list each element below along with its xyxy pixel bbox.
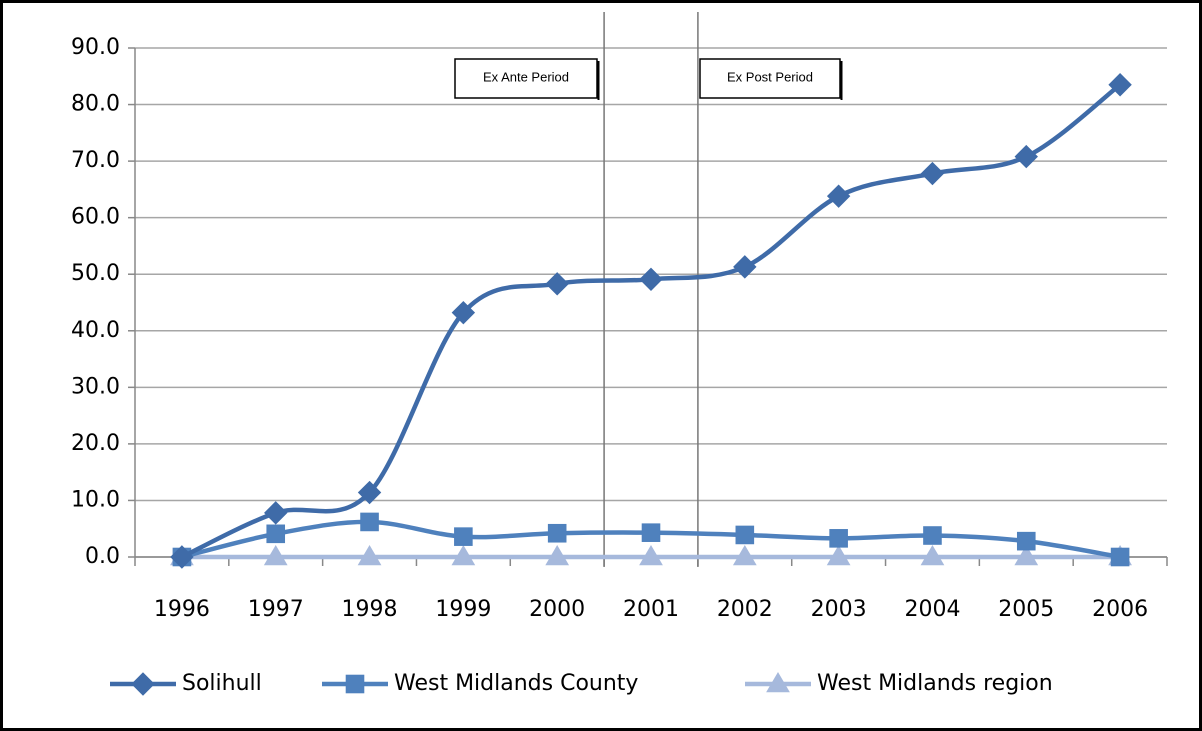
marker: [547, 523, 567, 543]
marker: [131, 672, 155, 696]
marker: [923, 526, 942, 545]
y-tick-label: 90.0: [71, 35, 120, 60]
marker: [545, 272, 569, 296]
x-tick-label: 2003: [811, 597, 867, 622]
x-tick-label: 2000: [529, 597, 585, 622]
x-tick-label: 1999: [435, 597, 491, 622]
marker: [170, 545, 194, 569]
marker: [1108, 73, 1132, 97]
marker: [264, 501, 288, 525]
legend-label: Solihull: [182, 671, 262, 696]
marker: [641, 523, 661, 542]
x-tick-label: 1998: [342, 597, 398, 622]
marker: [735, 525, 755, 545]
marker: [1014, 545, 1039, 566]
marker: [829, 529, 848, 548]
legend-label: West Midlands County: [394, 671, 638, 696]
x-tick-label: 2001: [623, 597, 679, 622]
y-tick-label: 0.0: [85, 544, 120, 569]
marker: [357, 545, 382, 566]
marker: [345, 674, 365, 694]
x-tick-label: 2005: [998, 597, 1054, 622]
y-tick-label: 30.0: [71, 374, 120, 399]
annotation: Ex Ante Period: [483, 69, 569, 84]
marker: [920, 161, 945, 186]
y-tick-label: 60.0: [71, 205, 120, 230]
legend-label: West Midlands region: [817, 671, 1053, 696]
marker: [454, 527, 473, 546]
marker: [263, 545, 288, 566]
marker: [1014, 144, 1038, 169]
marker: [766, 672, 790, 693]
marker: [360, 512, 379, 532]
y-tick-label: 80.0: [71, 92, 120, 117]
marker: [639, 545, 663, 566]
marker: [826, 184, 851, 208]
marker: [826, 545, 851, 566]
marker: [1016, 531, 1036, 551]
annotation: Ex Post Period: [727, 69, 813, 84]
x-tick-label: 1997: [248, 597, 304, 622]
marker: [545, 545, 570, 566]
y-tick-label: 20.0: [71, 431, 120, 456]
series-line: [180, 82, 1122, 560]
y-tick-label: 50.0: [71, 261, 120, 286]
annotation-box: [454, 58, 598, 99]
marker: [920, 545, 945, 566]
marker: [1110, 547, 1130, 567]
marker: [732, 545, 757, 566]
y-tick-label: 70.0: [71, 148, 120, 173]
marker: [451, 300, 476, 325]
marker: [266, 524, 286, 544]
y-tick-label: 40.0: [71, 318, 120, 343]
x-tick-label: 2004: [904, 597, 960, 622]
x-tick-label: 1996: [154, 597, 210, 622]
marker: [357, 480, 382, 505]
x-tick-label: 2006: [1092, 597, 1148, 622]
marker: [733, 255, 757, 279]
x-tick-label: 2002: [717, 597, 773, 622]
marker: [451, 545, 476, 566]
y-tick-label: 10.0: [71, 487, 120, 512]
marker: [639, 267, 663, 292]
annotation-box: [699, 58, 841, 99]
